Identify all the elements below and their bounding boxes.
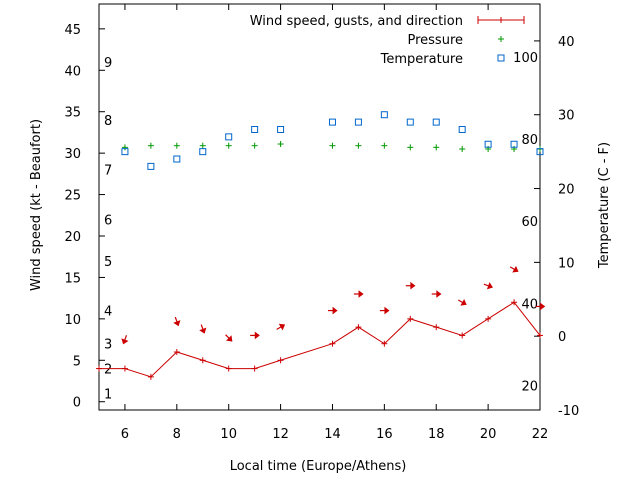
x-tick-label: 10 <box>220 427 237 442</box>
temperature-point <box>328 118 336 126</box>
y-tick-label-right: 10 <box>558 256 575 271</box>
x-tick-label: 8 <box>173 427 181 442</box>
temperature-point <box>199 148 207 156</box>
beaufort-label: 9 <box>104 56 112 71</box>
wind-direction-arrowhead <box>410 281 416 290</box>
fahrenheit-label: 20 <box>521 380 538 395</box>
y-tick-label-left: 45 <box>64 23 81 38</box>
wind-direction-arrowhead <box>540 302 546 311</box>
temperature-point <box>484 140 492 148</box>
plot-frame-group <box>98 3 541 411</box>
fahrenheit-label: 80 <box>521 133 538 148</box>
x-tick-label: 16 <box>376 427 393 442</box>
y-tick-label-right: 20 <box>558 183 575 198</box>
wind-direction-arrowhead <box>358 290 364 298</box>
x-tick-label: 12 <box>272 427 289 442</box>
wind-speed-line <box>99 301 541 378</box>
beaufort-label: 2 <box>104 363 112 378</box>
wind-direction-arrowhead <box>486 282 493 290</box>
beaufort-label: 8 <box>104 114 112 129</box>
temperature-point <box>173 155 181 163</box>
x-axis-label: Local time (Europe/Athens) <box>230 459 407 474</box>
fahrenheit-label: 60 <box>521 215 538 230</box>
x-tick-label: 18 <box>428 427 445 442</box>
temperature-point <box>458 125 466 133</box>
y-tick-label-left: 10 <box>64 313 81 328</box>
temperature-point <box>510 140 518 148</box>
y-tick-label-left: 25 <box>64 189 81 204</box>
y-tick-label-right: 30 <box>558 109 575 124</box>
legend-label-pressure: Pressure <box>407 33 463 48</box>
y-tick-label-left: 15 <box>64 271 81 286</box>
y-tick-label-left: 20 <box>64 230 81 245</box>
wind-direction-arrowhead <box>173 320 181 327</box>
temperature-point <box>121 148 129 156</box>
beaufort-label: 6 <box>104 213 112 228</box>
y-tick-label-left: 35 <box>64 106 81 121</box>
beaufort-label: 1 <box>104 387 112 402</box>
temperature-point <box>432 118 440 126</box>
wind-direction-arrowhead <box>226 335 233 342</box>
temperature-point <box>251 125 259 133</box>
temperature-point <box>147 162 155 170</box>
y-tick-label-left: 5 <box>73 354 81 369</box>
wind-direction-arrowhead <box>254 331 260 340</box>
beaufort-label: 7 <box>104 164 112 179</box>
legend-label-wind: Wind speed, gusts, and direction <box>250 14 463 29</box>
temperature-point <box>536 148 544 156</box>
fahrenheit-label: 100 <box>513 51 538 66</box>
y-tick-label-left: 0 <box>73 396 81 411</box>
y-tick-label-right: 40 <box>558 35 575 50</box>
x-tick-label: 20 <box>480 427 497 442</box>
beaufort-label: 3 <box>104 338 112 353</box>
y-tick-label-right: 0 <box>558 330 566 345</box>
y-tick-label-left: 30 <box>64 147 81 162</box>
y-axis-label-left: Wind speed (kt - Beaufort) <box>29 119 44 291</box>
series-group <box>96 111 546 380</box>
wind-direction-arrowhead <box>199 327 207 334</box>
legend-swatch-temperature <box>497 54 505 62</box>
beaufort-label: 4 <box>104 305 112 320</box>
wind-direction-arrowhead <box>384 306 390 315</box>
wind-direction-arrowhead <box>460 299 467 306</box>
plot-frame <box>98 3 541 411</box>
y-axis-label-right: Temperature (C - F) <box>597 142 612 269</box>
wind-direction-arrowhead <box>436 290 442 298</box>
wind-direction-arrowhead <box>278 323 286 331</box>
wind-direction-arrowhead <box>121 338 129 345</box>
wind-direction-arrowhead <box>332 306 338 315</box>
wind-direction-arrowhead <box>512 265 519 273</box>
x-tick-label: 22 <box>532 427 549 442</box>
beaufort-label: 5 <box>104 255 112 270</box>
temperature-point <box>354 118 362 126</box>
tick-group: 6 8 10 12 14 16 18 20 22051015202530354045-10010… <box>64 4 579 442</box>
legend-label-temperature: Temperature <box>380 52 463 67</box>
temperature-point <box>380 111 388 119</box>
temperature-point <box>406 118 414 126</box>
fahrenheit-label: 40 <box>521 298 538 313</box>
y-tick-label-left: 40 <box>64 64 81 79</box>
temperature-point <box>225 133 233 141</box>
legend: Wind speed, gusts, and direction Pressure… <box>250 14 525 67</box>
x-tick-label: 14 <box>324 427 341 442</box>
y-tick-label-right: -10 <box>558 404 579 419</box>
x-tick-label: 6 <box>121 427 129 442</box>
temperature-point <box>277 125 285 133</box>
